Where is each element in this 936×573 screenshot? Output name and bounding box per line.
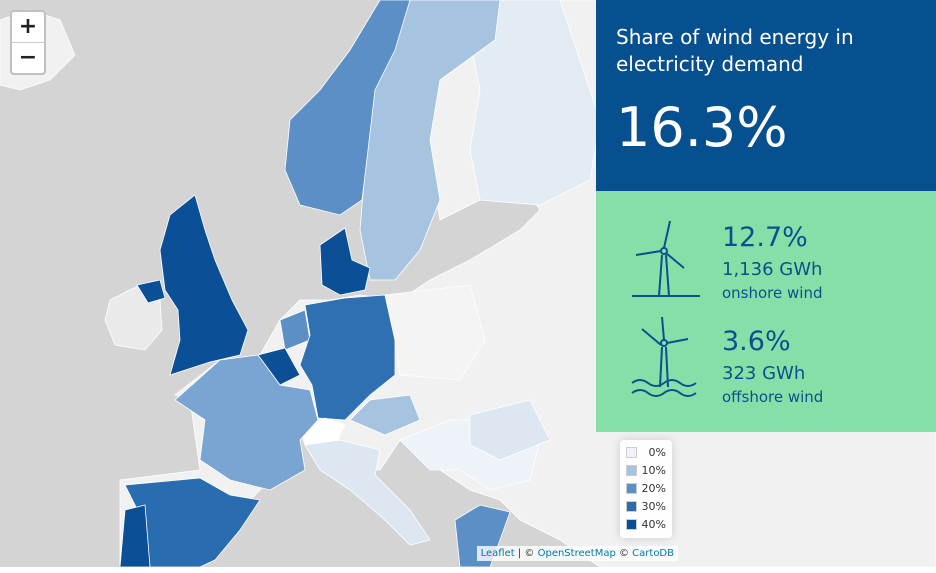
germany (299, 294, 396, 421)
summary-panel: Share of wind energy in electricity dema… (596, 0, 936, 191)
legend-label: 10% (641, 464, 666, 477)
zoom-control: + − (10, 10, 46, 75)
portugal (119, 504, 151, 567)
leaflet-link[interactable]: Leaflet (480, 548, 515, 559)
austria (349, 394, 421, 436)
onshore-label: onshore wind (722, 284, 823, 302)
offshore-energy: 323 GWh (722, 363, 806, 384)
carto-link[interactable]: CartoDB (632, 548, 674, 559)
onshore-energy: 1,136 GWh (722, 259, 823, 280)
offshore-share: 3.6% (722, 326, 791, 357)
norway (284, 0, 411, 216)
legend-item: 40% (620, 516, 672, 534)
offshore-icon (631, 317, 697, 397)
legend: 0% 10% 20% 30% 40% (620, 440, 672, 538)
legend-swatch (626, 465, 637, 476)
copyright: © (618, 548, 629, 559)
poland (384, 284, 486, 381)
zoom-in[interactable]: + (18, 14, 38, 39)
total-share: 16.3% (616, 96, 788, 159)
onshore-row: 12.7% 1,136 GWh onshore wind (596, 213, 936, 313)
panel-title: Share of wind energy in electricity dema… (616, 25, 854, 76)
n-ireland (136, 279, 166, 304)
denmark (319, 227, 371, 296)
offshore-label: offshore wind (722, 388, 824, 406)
legend-item: 20% (620, 480, 672, 498)
legend-label: 40% (641, 518, 666, 531)
legend-label: 30% (641, 500, 666, 513)
greece (454, 504, 511, 567)
legend-label: 20% (641, 482, 666, 495)
legend-swatch (626, 519, 637, 530)
italy (304, 439, 431, 546)
legend-label: 0% (648, 446, 666, 459)
finland (469, 0, 601, 206)
attribution: Leaflet | © OpenStreetMap © CartoDB (476, 546, 678, 561)
onshore-share: 12.7% (722, 222, 808, 253)
separator: | © (517, 548, 535, 559)
onshore-icon (632, 220, 700, 297)
uk (159, 194, 249, 376)
legend-swatch (626, 447, 637, 458)
osm-link[interactable]: OpenStreetMap (537, 548, 616, 559)
france (174, 354, 319, 491)
legend-swatch (626, 501, 637, 512)
legend-item: 30% (620, 498, 672, 516)
legend-swatch (626, 483, 637, 494)
legend-item: 10% (620, 462, 672, 480)
romania (469, 399, 551, 461)
breakdown-panel: 12.7% 1,136 GWh onshore wind 3.6% 323 GW… (596, 191, 936, 432)
zoom-out[interactable]: − (12, 42, 44, 73)
legend-item: 0% (620, 444, 672, 462)
offshore-row: 3.6% 323 GWh offshore wind (596, 317, 936, 417)
